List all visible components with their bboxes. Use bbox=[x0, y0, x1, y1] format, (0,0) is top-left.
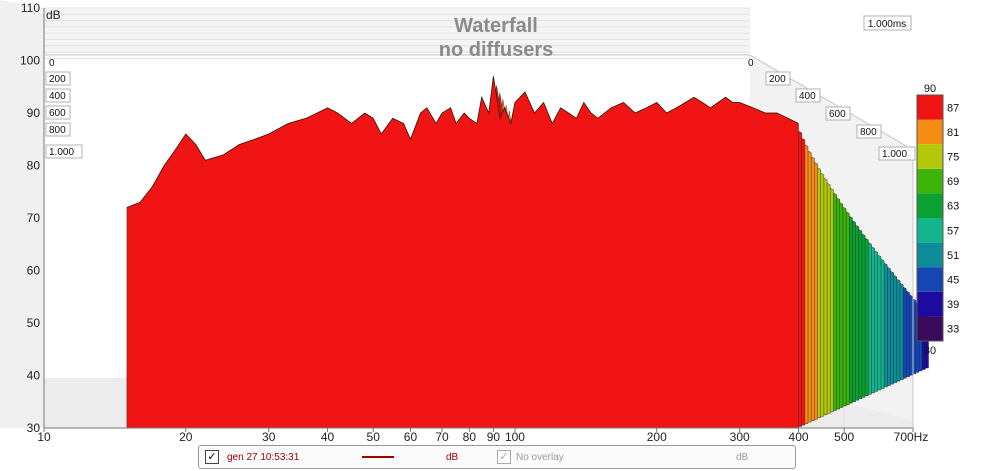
x-tick-label: 40 bbox=[321, 430, 335, 444]
colorbar-label: 51 bbox=[947, 250, 959, 262]
time-tick-left: 600 bbox=[45, 105, 71, 120]
y-tick-label: 30 bbox=[27, 421, 41, 435]
y-tick-label: 90 bbox=[27, 106, 41, 120]
colorbar-label: 87 bbox=[947, 102, 959, 114]
overlay-unit-2: dB bbox=[736, 452, 749, 463]
y-tick-label: 60 bbox=[27, 264, 41, 278]
y-axis-unit-label: dB bbox=[46, 8, 61, 22]
chart-title-line1: Waterfall bbox=[454, 15, 538, 37]
colorbar-label: 69 bbox=[947, 176, 959, 188]
colorbar-min-label: 30 bbox=[924, 345, 936, 357]
x-tick-label: 200 bbox=[647, 430, 667, 444]
svg-text:200: 200 bbox=[769, 74, 786, 85]
x-tick-label: 30 bbox=[262, 430, 276, 444]
color-scale-bar: 90 33 39 45 51 57 63 69 75 81 87 30 bbox=[916, 83, 959, 357]
overlay-checkbox-2[interactable]: ✓ bbox=[497, 450, 511, 464]
x-tick-label: 60 bbox=[404, 430, 418, 444]
time-tick-left: 0 bbox=[49, 58, 55, 69]
x-tick-label: 300 bbox=[730, 430, 750, 444]
svg-text:800: 800 bbox=[49, 125, 66, 136]
right-depth-line bbox=[749, 54, 914, 151]
colorbar-segment bbox=[917, 95, 943, 120]
colorbar-segment bbox=[917, 144, 943, 169]
svg-text:1.000: 1.000 bbox=[882, 149, 907, 160]
x-tick-label: 700Hz bbox=[894, 430, 929, 444]
x-tick-label: 50 bbox=[367, 430, 381, 444]
svg-text:0: 0 bbox=[49, 58, 55, 69]
overlay-checkbox-1[interactable]: ✓ bbox=[205, 450, 219, 464]
colorbar-segment bbox=[917, 242, 943, 268]
colorbar-segment bbox=[917, 291, 943, 317]
svg-text:600: 600 bbox=[829, 109, 846, 120]
time-tick-right: 600 bbox=[825, 106, 851, 121]
overlay-unit-1: dB bbox=[446, 452, 459, 463]
time-tick-labels-right: 0 200 400 600 800 1.000 bbox=[748, 58, 916, 161]
svg-text:400: 400 bbox=[49, 91, 66, 102]
time-tick-right: 1.000 bbox=[878, 146, 916, 161]
legend-bar: ✓ gen 27 10:53:31 dB ✓ No overlay dB bbox=[198, 445, 796, 469]
colorbar-segment bbox=[917, 267, 943, 292]
time-label-box: 1.000ms bbox=[863, 15, 912, 31]
colorbar-label: 63 bbox=[947, 201, 959, 213]
left-wall bbox=[0, 0, 44, 428]
colorbar-label: 45 bbox=[947, 275, 959, 287]
colorbar-segment bbox=[917, 193, 943, 218]
chart-title-line2: no diffusers bbox=[439, 39, 553, 61]
svg-text:400: 400 bbox=[799, 91, 816, 102]
colorbar-label: 33 bbox=[947, 324, 959, 336]
time-tick-right: 400 bbox=[795, 88, 821, 103]
waterfall-front-curve bbox=[126, 76, 799, 208]
colorbar-segment bbox=[917, 316, 943, 341]
x-tick-label: 500 bbox=[834, 430, 854, 444]
y-tick-label: 100 bbox=[20, 54, 40, 68]
x-tick-label: 400 bbox=[789, 430, 809, 444]
svg-text:1.000ms: 1.000ms bbox=[868, 19, 906, 30]
x-tick-label: 10 bbox=[37, 430, 51, 444]
colorbar-label: 75 bbox=[947, 152, 959, 164]
svg-text:200: 200 bbox=[49, 74, 66, 85]
overlay-label-1: gen 27 10:53:31 bbox=[227, 452, 300, 463]
x-tick-label: 100 bbox=[505, 430, 525, 444]
time-tick-right: 200 bbox=[765, 71, 791, 86]
colorbar-segment bbox=[917, 218, 943, 243]
time-tick-left: 400 bbox=[45, 88, 71, 103]
overlay-line-swatch bbox=[362, 456, 394, 458]
time-tick-right: 0 bbox=[748, 58, 754, 69]
colorbar-max-label: 90 bbox=[924, 83, 936, 95]
x-tick-label: 80 bbox=[463, 430, 477, 444]
back-wall bbox=[44, 8, 750, 55]
svg-text:1.000: 1.000 bbox=[49, 147, 74, 158]
x-tick-label: 90 bbox=[487, 430, 501, 444]
time-tick-right: 800 bbox=[856, 124, 882, 139]
colorbar-label: 81 bbox=[947, 127, 959, 139]
colorbar-label: 57 bbox=[947, 225, 959, 237]
svg-text:0: 0 bbox=[748, 58, 754, 69]
y-tick-label: 50 bbox=[27, 316, 41, 330]
colorbar-label: 39 bbox=[947, 299, 959, 311]
colorbar-segment bbox=[917, 168, 943, 194]
waterfall-slice bbox=[126, 76, 799, 429]
x-tick-label: 70 bbox=[435, 430, 449, 444]
time-tick-left: 1.000 bbox=[45, 144, 83, 159]
y-tick-label: 40 bbox=[27, 369, 41, 383]
waterfall-surface bbox=[126, 76, 929, 429]
y-tick-labels: 30 40 50 60 70 80 90 100 110 bbox=[20, 1, 40, 435]
overlay-label-2: No overlay bbox=[516, 452, 564, 463]
time-tick-left: 800 bbox=[45, 122, 71, 137]
y-tick-label: 80 bbox=[27, 159, 41, 173]
y-tick-label: 70 bbox=[27, 211, 41, 225]
x-tick-labels: 10 20 30 40 50 60 70 80 90 100 200 300 400 500 700Hz bbox=[37, 428, 928, 444]
time-tick-labels-left: 0 200 400 600 800 1.000 bbox=[45, 58, 83, 159]
colorbar-segment bbox=[917, 119, 943, 145]
time-tick-left: 200 bbox=[45, 71, 71, 86]
svg-text:800: 800 bbox=[860, 127, 877, 138]
x-tick-label: 20 bbox=[179, 430, 193, 444]
svg-text:600: 600 bbox=[49, 108, 66, 119]
y-tick-label: 110 bbox=[21, 1, 40, 15]
